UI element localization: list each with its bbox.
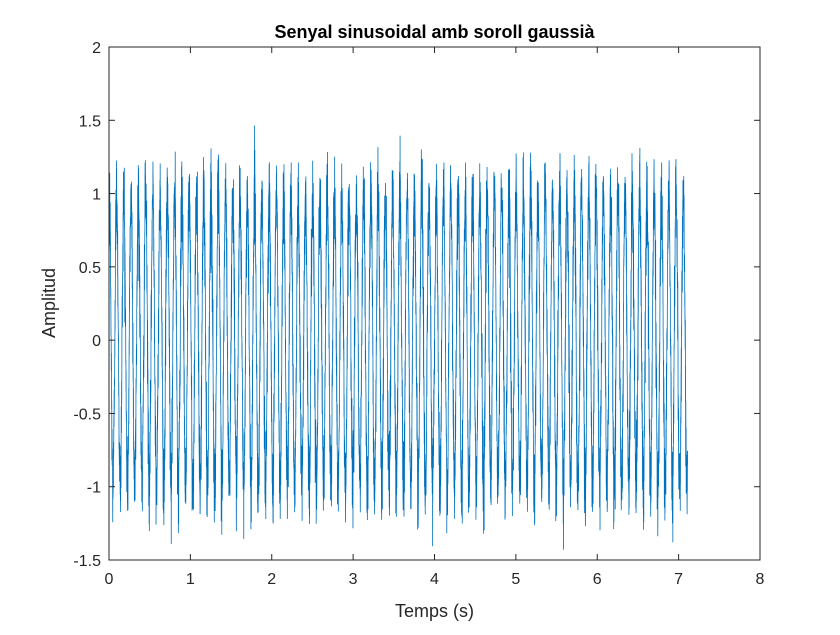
y-tick-label: -1 [87,480,101,497]
y-axis-label: Amplitud [39,268,59,338]
x-tick-label: 6 [593,571,602,588]
y-tick-label: -0.5 [73,406,101,423]
y-ticks: -1.5 -1 -0.5 0 0.5 1 1.5 2 [73,40,760,570]
y-tick-label: 0 [92,333,101,350]
series-layer [108,125,688,550]
y-tick-label: 2 [92,40,101,57]
x-tick-label: 4 [430,571,439,588]
y-tick-label: -1.5 [73,553,101,570]
x-tick-label: 8 [756,571,765,588]
x-tick-label: 1 [186,571,195,588]
x-ticks: 0 1 2 3 4 5 6 7 8 [105,47,765,588]
signal-series-line [108,125,688,550]
y-tick-label: 0.5 [79,260,101,277]
x-tick-label: 7 [674,571,683,588]
x-tick-label: 3 [349,571,358,588]
y-tick-label: 1 [92,187,101,204]
y-tick-label: 1.5 [79,113,101,130]
x-axis-label: Temps (s) [395,601,474,621]
chart-title: Senyal sinusoidal amb soroll gaussià [274,22,595,42]
x-tick-label: 2 [267,571,276,588]
x-tick-label: 5 [511,571,520,588]
x-tick-label: 0 [105,571,114,588]
